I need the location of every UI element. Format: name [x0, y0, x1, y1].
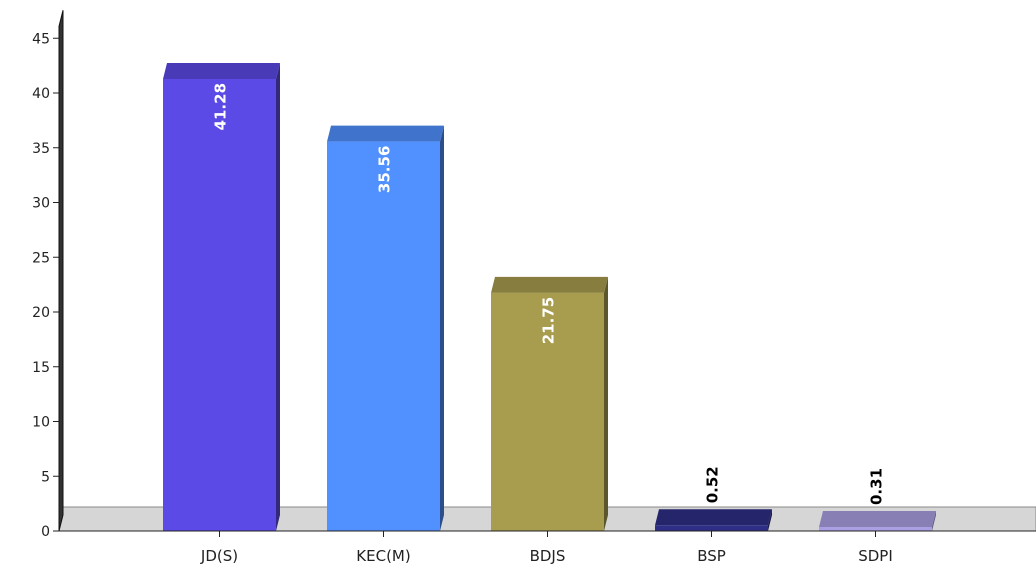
- x-tick-label: SDPI: [858, 547, 893, 565]
- bar: [163, 62, 280, 531]
- bar-side: [768, 509, 772, 531]
- y-tick-label: 35: [32, 141, 50, 157]
- x-tick-label: BDJS: [530, 547, 566, 565]
- y-tick-label: 25: [32, 250, 50, 266]
- bar-value-label: 21.75: [540, 297, 558, 344]
- bar-front: [491, 292, 604, 531]
- bars: [163, 62, 936, 532]
- bar-side: [604, 276, 608, 531]
- bar-side: [932, 511, 936, 531]
- y-tick-label: 5: [41, 469, 50, 485]
- bar-front: [819, 527, 932, 531]
- y-tick-label: 20: [32, 305, 50, 321]
- x-tick-label: JD(S): [200, 547, 238, 565]
- value-labels: 41.28 35.56 21.75 0.52 0.31: [212, 83, 886, 505]
- bar: [819, 511, 936, 531]
- bar-value-label: 0.52: [704, 466, 722, 503]
- y-axis-wall: [58, 10, 64, 532]
- y-tick-label: 15: [32, 360, 50, 376]
- bar: [655, 509, 772, 531]
- x-axis: JD(S) KEC(M) BDJS BSP SDPI: [53, 530, 1036, 565]
- bar-value-label: 41.28: [212, 83, 230, 130]
- bar-side: [440, 125, 444, 532]
- bar: [327, 125, 444, 532]
- bar-top: [491, 276, 608, 293]
- bar-side: [276, 62, 280, 531]
- bar-value-label: 35.56: [376, 146, 394, 193]
- y-tick-label: 0: [41, 524, 50, 540]
- bar-front: [655, 525, 768, 531]
- bar-top: [327, 125, 444, 142]
- bar-top: [163, 62, 280, 79]
- y-tick-label: 30: [32, 196, 50, 212]
- y-tick-label: 45: [32, 31, 50, 47]
- y-tick-label: 10: [32, 415, 50, 431]
- y-axis: 0 5 10 15 20 25 30 35 40 45: [32, 10, 64, 540]
- x-tick-label: KEC(M): [356, 547, 410, 565]
- bar: [491, 276, 608, 531]
- bar-front: [163, 78, 276, 531]
- x-tick-label: BSP: [697, 547, 726, 565]
- bar-value-label: 0.31: [868, 468, 886, 505]
- bar-top: [819, 511, 936, 527]
- y-tick-label: 40: [32, 86, 50, 102]
- bar-top: [655, 509, 772, 526]
- bar-front: [327, 141, 440, 532]
